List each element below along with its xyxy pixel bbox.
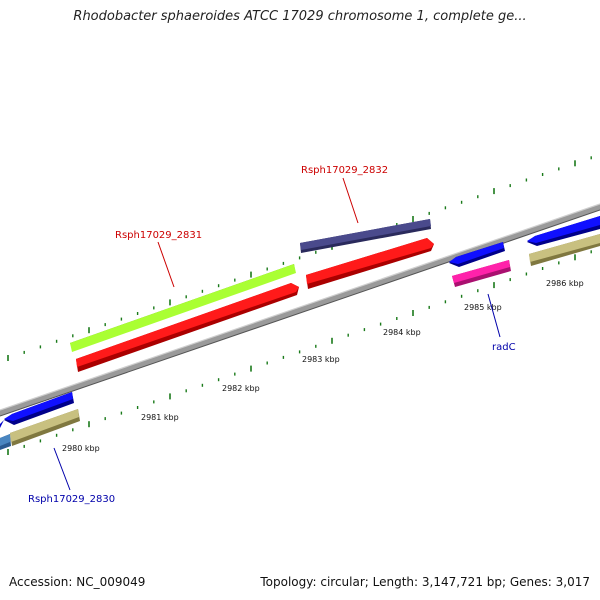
gene-radc-feature[interactable] (452, 260, 511, 287)
lower-tick-row (7, 250, 592, 455)
gene-rsph17029-2832-feature[interactable] (300, 219, 431, 253)
scale-label-2986: 2986 kbp (546, 279, 584, 288)
scale-label-2980: 2980 kbp (62, 444, 100, 453)
map-title: Rhodobacter sphaeroides ATCC 17029 chrom… (73, 9, 527, 24)
gene-rsph17029-2831-cds[interactable] (76, 283, 299, 372)
gene-rsph17029-2830-feature[interactable] (10, 409, 80, 446)
chromosome-backbone (0, 203, 600, 417)
leader-rsph17029-2831 (157, 241, 175, 288)
gene-blue-edge-fragment[interactable] (0, 420, 4, 428)
leader-radc (487, 293, 501, 338)
gene-steel-feature[interactable] (0, 434, 11, 450)
gene-label-rsph17029-2831[interactable]: Rsph17029_2831 (115, 230, 202, 241)
scale-label-2981: 2981 kbp (141, 413, 179, 422)
scale-label-2982: 2982 kbp (222, 384, 260, 393)
gene-label-rsph17029-2832[interactable]: Rsph17029_2832 (301, 165, 388, 176)
leader-rsph17029-2832 (342, 177, 359, 224)
gene-label-rsph17029-2830[interactable]: Rsph17029_2830 (28, 494, 115, 505)
accession-text: Accession: NC_009049 (9, 575, 146, 589)
gene-rsph17029-2832-cds[interactable] (306, 238, 434, 289)
upper-tick-row (7, 156, 592, 361)
gene-khaki-feature-2986[interactable] (529, 234, 600, 266)
scale-label-2983: 2983 kbp (302, 355, 340, 364)
gene-blue-cds-2980[interactable] (4, 392, 74, 425)
leader-rsph17029-2830 (53, 447, 71, 491)
gene-blue-cds-2985[interactable] (449, 242, 505, 267)
scale-label-2985: 2985 kbp (464, 303, 502, 312)
gene-rsph17029-2831-lime[interactable] (70, 264, 296, 352)
gene-label-radc[interactable]: radC (492, 342, 516, 353)
scale-label-2984: 2984 kbp (383, 328, 421, 337)
gene-blue-cds-2986[interactable] (527, 216, 600, 246)
sequence-summary-text: Topology: circular; Length: 3,147,721 bp… (260, 575, 590, 589)
